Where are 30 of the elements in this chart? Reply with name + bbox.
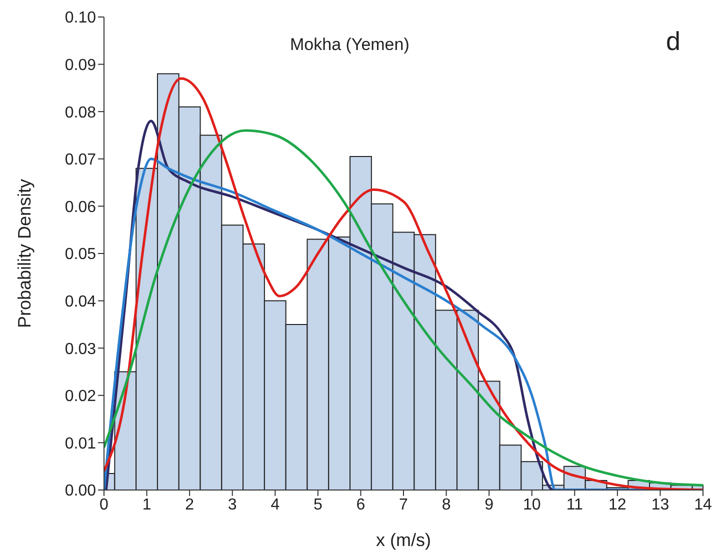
y-tick-label: 0.10 [64, 10, 96, 27]
x-tick-label: 0 [100, 496, 109, 514]
annotation: Mokha (Yemen) [290, 35, 410, 55]
y-tick-label: 0.00 [64, 482, 96, 500]
y-tick-label: 0.03 [64, 340, 96, 358]
x-tick-label: 1 [142, 496, 152, 514]
y-tick-label: 0.06 [64, 198, 96, 216]
x-tick-label: 5 [313, 496, 322, 514]
x-tick-label: 4 [270, 496, 280, 514]
x-tick-label: 11 [566, 496, 584, 514]
x-axis-title: x (m/s) [376, 530, 431, 550]
y-axis-title: Probability Density [14, 178, 34, 328]
y-tick-label: 0.02 [64, 388, 96, 406]
y-tick-label: 0.01 [64, 435, 96, 452]
x-tick-label: 6 [356, 496, 366, 514]
x-tick-label: 2 [185, 496, 194, 514]
x-tick-label: 9 [484, 496, 494, 514]
x-tick-label: 8 [442, 496, 451, 514]
x-tick-label: 12 [608, 496, 626, 514]
x-tick-label: 3 [228, 496, 237, 514]
x-tick-label: 13 [651, 496, 670, 514]
x-tick-label: 7 [399, 496, 408, 514]
annotation: d [666, 26, 680, 57]
y-tick-label: 0.05 [64, 246, 96, 264]
x-tick-label: 10 [522, 496, 541, 514]
x-tick-label: 14 [694, 496, 712, 514]
y-tick-label: 0.04 [64, 293, 96, 310]
y-tick-label: 0.07 [64, 152, 96, 169]
y-tick-label: 0.08 [64, 104, 96, 122]
y-tick-label: 0.09 [64, 56, 96, 74]
